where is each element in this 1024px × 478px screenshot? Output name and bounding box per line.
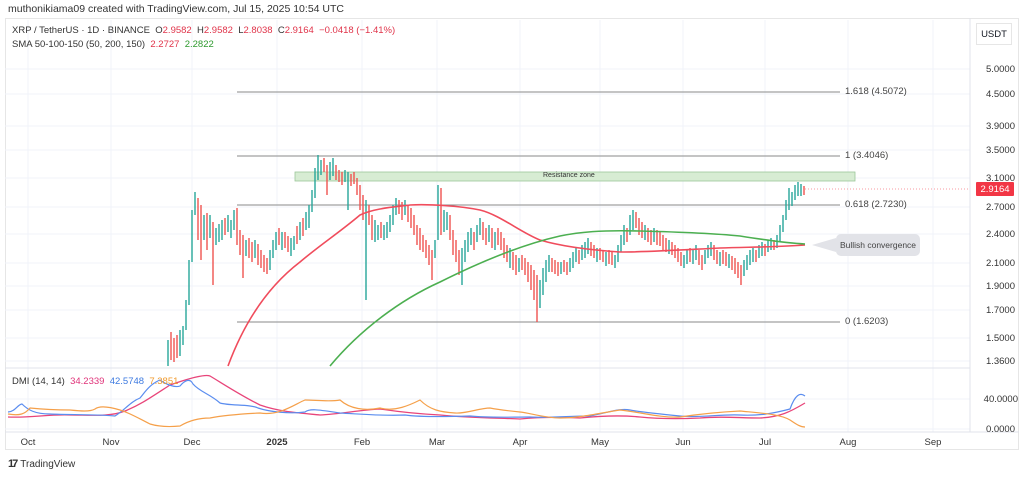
dmi-adx-line [7, 374, 806, 420]
time-tick: Aug [839, 437, 857, 448]
close-value: 2.9164 [284, 25, 314, 36]
fib-label-1618: 1.618 (4.5072) [845, 86, 907, 97]
fib-label-0: 0 (1.6203) [845, 316, 889, 327]
candlesticks [167, 155, 805, 366]
sma-label[interactable]: SMA 50-100-150 (50, 200, 150) [12, 39, 146, 50]
close-label: C [277, 25, 285, 36]
price-tick: 1.7000 [985, 305, 1015, 316]
time-tick: Feb [353, 437, 371, 448]
dmi-tick: 40.0000 [983, 394, 1018, 405]
price-tick: 1.5000 [985, 333, 1015, 344]
dmi-minus-line [7, 399, 806, 428]
dmi-legend: DMI (14, 14) 34.2339 42.5748 7.3851 [12, 376, 178, 387]
fib-label-1: 1 (3.4046) [845, 150, 889, 161]
price-tick: 2.4000 [985, 229, 1015, 240]
time-tick: Nov [102, 437, 120, 448]
resistance-zone-label: Resistance zone [543, 172, 595, 179]
dmi-value-2: 42.5748 [109, 376, 145, 387]
time-tick: May [591, 437, 609, 448]
change-value: −0.0418 (−1.41%) [319, 25, 396, 36]
time-tick: Sep [924, 437, 942, 448]
price-tick: 1.3600 [985, 356, 1015, 367]
dmi-plus-line [7, 379, 806, 418]
low-value: 2.8038 [243, 25, 273, 36]
currency-button[interactable]: USDT [976, 23, 1012, 45]
main-legend: XRP / TetherUS · 1D · BINANCE O2.9582 H2… [12, 24, 395, 52]
price-tick: 3.5000 [985, 145, 1015, 156]
price-tick: 2.7000 [985, 202, 1015, 213]
time-tick: 2025 [266, 437, 288, 448]
dmi-tick: 0.0000 [985, 424, 1015, 435]
price-tick: 2.1000 [985, 258, 1015, 269]
low-label: L [238, 25, 244, 36]
resistance-zone [294, 171, 856, 182]
fib-label-0618: 0.618 (2.7230) [845, 199, 907, 210]
price-tick: 4.5000 [985, 89, 1015, 100]
sma-value-1: 2.2727 [150, 39, 180, 50]
open-value: 2.9582 [162, 25, 192, 36]
current-price-tag: 2.9164 [976, 182, 1014, 196]
tradingview-logo-icon: 17 [8, 458, 18, 470]
open-label: O [155, 25, 163, 36]
time-tick: Jun [675, 437, 691, 448]
dmi-label[interactable]: DMI (14, 14) [12, 376, 65, 387]
time-tick: Oct [20, 437, 36, 448]
sma-50-line [227, 203, 806, 367]
price-tick: 3.9000 [985, 121, 1015, 132]
sma-200-line [329, 229, 806, 367]
time-tick: Mar [428, 437, 446, 448]
high-value: 2.9582 [203, 25, 233, 36]
sma-row: SMA 50-100-150 (50, 200, 150) 2.2727 2.2… [12, 38, 395, 52]
callout-arrow [812, 238, 836, 252]
price-tick: 1.9000 [985, 281, 1015, 292]
symbol-label[interactable]: XRP / TetherUS · 1D · BINANCE [12, 25, 150, 36]
fibonacci-lines [237, 91, 840, 323]
tradingview-brand: TradingView [20, 458, 76, 470]
price-tick: 5.0000 [985, 64, 1015, 75]
price-tick: 3.1000 [985, 173, 1015, 184]
tradingview-logo[interactable]: 17 TradingView [8, 458, 75, 470]
dmi-value-1: 34.2339 [70, 376, 105, 387]
credit-line: muthonikiama09 created with TradingView.… [8, 3, 344, 15]
time-tick: Jul [758, 437, 772, 448]
ohlc-row: XRP / TetherUS · 1D · BINANCE O2.9582 H2… [12, 24, 395, 38]
bullish-convergence-callout: Bullish convergence [836, 234, 920, 256]
grid [5, 20, 970, 432]
sma-value-2: 2.2822 [184, 39, 214, 50]
time-tick: Dec [183, 437, 201, 448]
dmi-value-3: 7.3851 [149, 376, 179, 387]
time-tick: Apr [512, 437, 528, 448]
high-label: H [196, 25, 204, 36]
